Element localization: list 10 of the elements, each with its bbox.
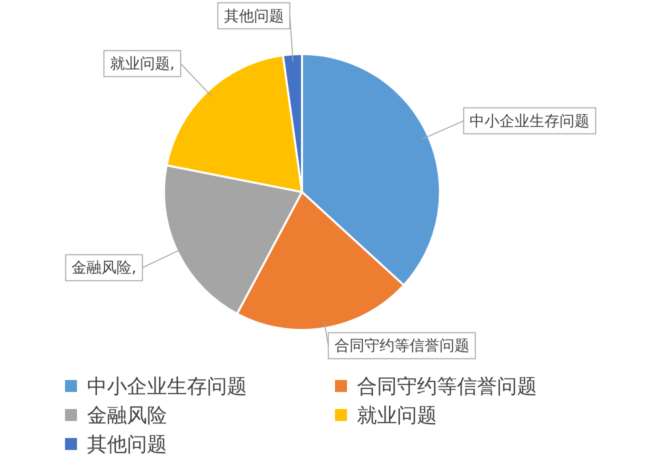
data-label: 合同守约等信誉问题 (334, 336, 470, 355)
data-label: 金融风险, (72, 258, 136, 277)
data-label: 中小企业生存问题 (470, 112, 590, 130)
legend-label: 就业问题 (357, 403, 437, 427)
legend-label: 金融风险 (87, 403, 167, 427)
legend-label: 中小企业生存问题 (87, 374, 247, 398)
legend-label: 其他问题 (87, 432, 167, 456)
data-label: 就业问题, (110, 54, 175, 73)
data-label: 其他问题 (224, 6, 284, 25)
legend-label: 合同守约等信誉问题 (357, 374, 537, 398)
